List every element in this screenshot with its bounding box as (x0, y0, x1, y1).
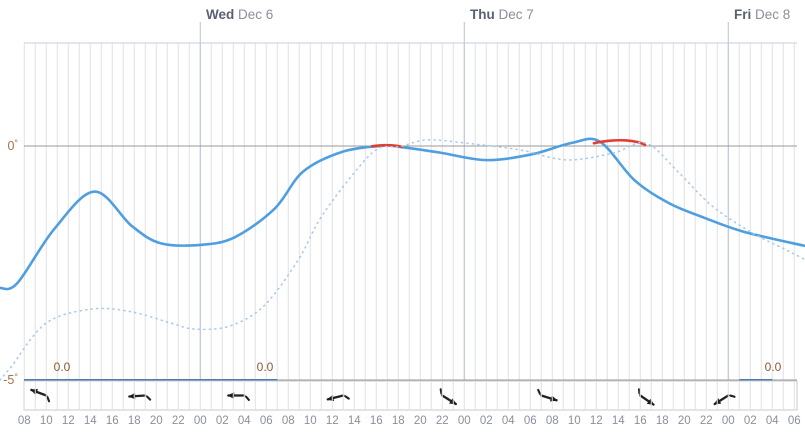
svg-text:04: 04 (238, 415, 251, 427)
svg-text:12: 12 (590, 415, 603, 427)
svg-text:00: 00 (722, 415, 735, 427)
svg-text:Wed Dec 6: Wed Dec 6 (206, 7, 273, 22)
svg-text:14: 14 (84, 415, 97, 427)
svg-text:10: 10 (568, 415, 581, 427)
svg-text:22: 22 (436, 415, 449, 427)
svg-text:00: 00 (458, 415, 471, 427)
svg-text:16: 16 (370, 415, 383, 427)
svg-text:02: 02 (744, 415, 757, 427)
svg-text:20: 20 (414, 415, 427, 427)
svg-text:04: 04 (502, 415, 515, 427)
svg-text:06: 06 (524, 415, 537, 427)
svg-text:20: 20 (150, 415, 163, 427)
svg-text:20: 20 (678, 415, 691, 427)
svg-text:-5°: -5° (3, 372, 18, 387)
svg-text:16: 16 (634, 415, 647, 427)
svg-text:02: 02 (216, 415, 229, 427)
svg-text:16: 16 (106, 415, 119, 427)
svg-text:04: 04 (766, 415, 779, 427)
svg-text:10: 10 (304, 415, 317, 427)
svg-text:22: 22 (172, 415, 185, 427)
svg-text:0°: 0° (7, 138, 18, 153)
svg-text:Fri Dec 8: Fri Dec 8 (734, 7, 790, 22)
svg-text:00: 00 (194, 415, 207, 427)
svg-text:08: 08 (18, 415, 31, 427)
svg-text:0.0: 0.0 (257, 360, 274, 374)
svg-text:18: 18 (392, 415, 405, 427)
svg-text:06: 06 (260, 415, 273, 427)
svg-text:Thu Dec 7: Thu Dec 7 (470, 7, 534, 22)
svg-text:18: 18 (128, 415, 141, 427)
svg-text:18: 18 (656, 415, 669, 427)
svg-text:14: 14 (348, 415, 361, 427)
svg-text:0.0: 0.0 (54, 360, 71, 374)
svg-text:12: 12 (326, 415, 339, 427)
svg-text:08: 08 (282, 415, 295, 427)
svg-text:10: 10 (40, 415, 53, 427)
svg-text:12: 12 (62, 415, 75, 427)
svg-text:06: 06 (788, 415, 801, 427)
svg-text:22: 22 (700, 415, 713, 427)
svg-text:08: 08 (546, 415, 559, 427)
svg-text:02: 02 (480, 415, 493, 427)
svg-text:0.0: 0.0 (765, 360, 782, 374)
svg-text:14: 14 (612, 415, 625, 427)
